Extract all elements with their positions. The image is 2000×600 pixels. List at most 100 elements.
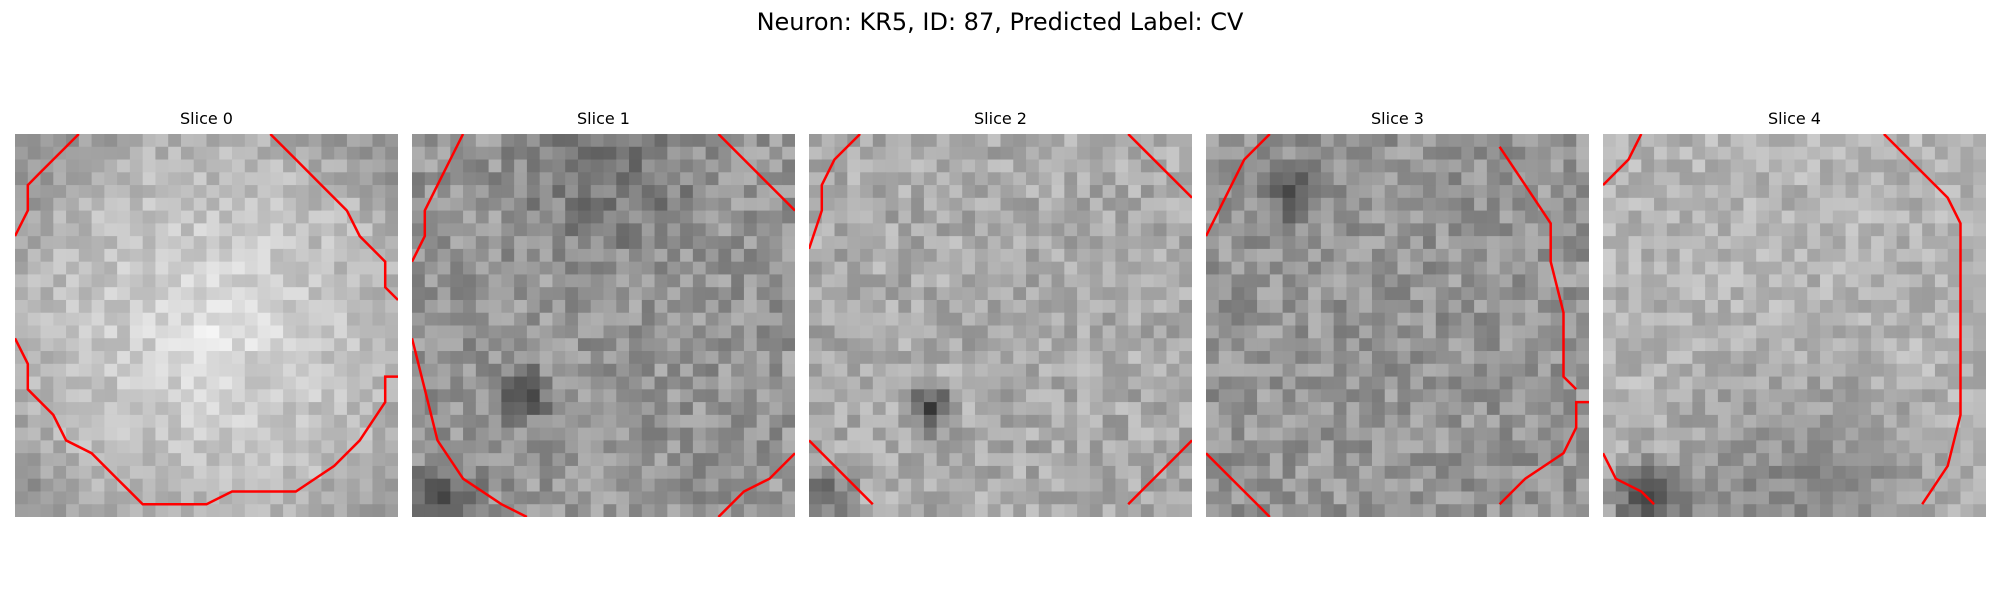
pixel	[180, 351, 195, 365]
pixel	[155, 427, 169, 441]
pixel	[539, 414, 553, 429]
pixel	[949, 236, 963, 250]
pixel	[334, 363, 348, 378]
pixel	[1896, 325, 1910, 339]
pixel	[1115, 210, 1129, 224]
pixel	[1960, 504, 1974, 517]
pixel	[1858, 172, 1872, 186]
pixel	[616, 440, 630, 454]
pixel	[283, 287, 297, 301]
pixel	[654, 236, 668, 250]
pixel	[911, 402, 925, 416]
pixel	[629, 312, 643, 326]
pixel	[1922, 261, 1936, 275]
pixel	[1308, 414, 1322, 429]
pixel	[1218, 325, 1233, 339]
pixel	[923, 351, 938, 365]
pixel	[501, 159, 515, 173]
pixel	[1282, 261, 1296, 275]
pixel	[206, 389, 220, 403]
pixel	[821, 478, 836, 492]
pixel	[821, 427, 836, 441]
pixel	[987, 389, 1001, 403]
pixel	[743, 197, 758, 212]
pixel	[1153, 312, 1167, 326]
pixel	[705, 299, 719, 314]
pixel	[1654, 491, 1668, 505]
pixel	[1231, 312, 1245, 326]
pixel	[283, 248, 297, 263]
pixel	[962, 134, 976, 148]
pixel	[809, 478, 823, 492]
pixel	[821, 465, 836, 480]
pixel	[244, 210, 259, 224]
pixel	[1883, 427, 1898, 441]
pixel	[898, 146, 912, 161]
pixel	[1269, 363, 1284, 378]
pixel	[1934, 453, 1949, 467]
pixel	[539, 351, 553, 365]
pixel	[1871, 453, 1885, 467]
pixel	[129, 504, 144, 517]
pixel	[1717, 261, 1732, 275]
pixel	[359, 299, 373, 314]
pixel	[359, 478, 373, 492]
pixel	[756, 478, 770, 492]
pixel	[1871, 325, 1885, 339]
pixel	[872, 146, 887, 161]
pixel	[385, 402, 398, 416]
pixel	[1563, 287, 1577, 301]
pixel	[1448, 146, 1462, 161]
pixel	[53, 236, 67, 250]
pixel	[91, 261, 105, 275]
pixel	[1679, 414, 1693, 429]
pixel	[898, 261, 912, 275]
pixel	[1973, 159, 1986, 173]
pixel	[437, 197, 451, 212]
pixel	[860, 325, 874, 339]
pixel	[1384, 491, 1398, 505]
pixel	[193, 465, 207, 480]
pixel	[1947, 287, 1961, 301]
pixel	[590, 338, 604, 352]
pixel	[180, 491, 195, 505]
pixel	[872, 287, 887, 301]
pixel	[475, 465, 490, 480]
pixel	[1768, 210, 1783, 224]
pixel	[1615, 185, 1630, 199]
pixel	[987, 427, 1001, 441]
pixel	[1179, 491, 1192, 505]
pixel	[1474, 376, 1488, 390]
pixel	[359, 465, 373, 480]
pixel	[257, 414, 271, 429]
pixel	[1218, 197, 1233, 212]
pixel	[731, 402, 745, 416]
pixel	[1461, 172, 1475, 186]
pixel	[219, 414, 233, 429]
pixel	[1666, 478, 1681, 492]
pixel	[53, 465, 67, 480]
pixel	[680, 440, 694, 454]
pixel	[450, 197, 464, 212]
pixel	[911, 465, 925, 480]
pixel	[1641, 453, 1655, 467]
pixel	[15, 299, 29, 314]
pixel	[1461, 223, 1475, 237]
pixel	[53, 414, 67, 429]
pixel	[385, 210, 398, 224]
pixel	[1768, 134, 1783, 148]
pixel	[412, 504, 426, 517]
pixel	[1000, 363, 1014, 378]
pixel	[1909, 274, 1923, 288]
pixel	[616, 248, 630, 263]
pixel	[1654, 185, 1668, 199]
pixel	[1781, 363, 1795, 378]
pixel	[1244, 287, 1258, 301]
pixel	[1794, 134, 1808, 148]
pixel	[1486, 402, 1501, 416]
pixel	[155, 363, 169, 378]
pixel	[885, 351, 899, 365]
pixel	[565, 248, 579, 263]
pixel	[1537, 274, 1552, 288]
pixel	[565, 414, 579, 429]
